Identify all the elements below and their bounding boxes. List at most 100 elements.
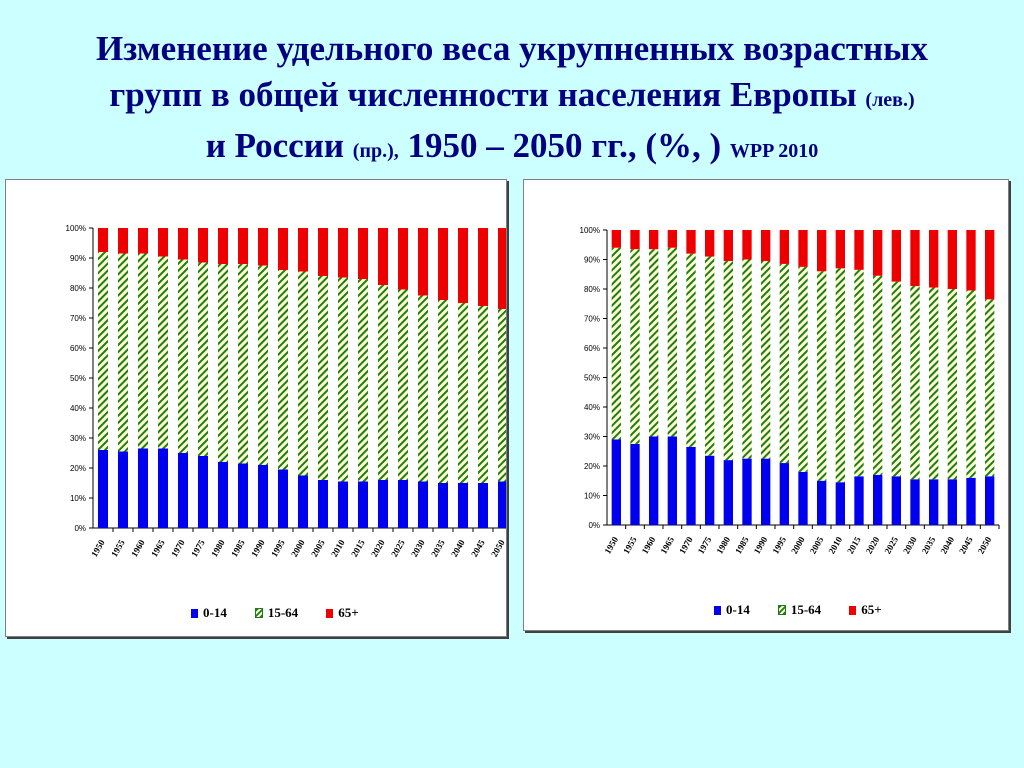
bar-segment-15-64	[835, 268, 845, 483]
bar-segment-15-64	[929, 287, 939, 480]
x-tick-label: 2010	[329, 538, 347, 559]
bar-segment-15-64	[218, 264, 228, 462]
bar-segment-0-14	[438, 483, 448, 528]
bar-segment-15-64	[358, 279, 368, 482]
x-tick-label: 1950	[89, 538, 107, 559]
y-tick-label: 50%	[584, 374, 600, 383]
y-tick-label: 50%	[70, 374, 86, 383]
bar-segment-15-64	[338, 277, 348, 482]
legend-item-15-64: 15-64	[777, 602, 821, 618]
title-russia-note: (пр.),	[352, 140, 399, 162]
europe-chart: 0% 10% 20% 30% 40% 50% 60% 70% 80% 90% 100% 1950 195…	[66, 224, 506, 559]
bar-segment-0-14	[667, 436, 677, 525]
y-tick-label: 90%	[70, 254, 86, 263]
bar-segment-15-64	[418, 295, 428, 482]
title-europe-note: (лев.)	[865, 89, 915, 111]
x-tick-label: 2010	[826, 535, 844, 556]
bar-segment-0-14	[798, 471, 808, 525]
x-tick-label: 2005	[808, 535, 826, 556]
legend-label-0-14: 0-14	[726, 602, 750, 617]
bar-segment-65-plus	[338, 228, 348, 278]
x-tick-label: 2025	[882, 535, 900, 556]
bar-segment-15-64	[723, 260, 733, 461]
x-tick-label: 2000	[789, 535, 807, 556]
bar-segment-0-14	[138, 448, 148, 528]
legend-swatch-15-64	[254, 608, 263, 618]
bar-segment-65-plus	[418, 228, 428, 296]
x-tick-label: 1975	[696, 535, 714, 556]
x-tick-label: 2040	[938, 535, 956, 556]
title-years: 1950 – 2050 гг., (%, )	[398, 126, 730, 165]
bar-segment-65-plus	[723, 230, 733, 261]
bar-segment-0-14	[298, 475, 308, 528]
bar-segment-65-plus	[378, 228, 388, 285]
bar-segment-65-plus	[138, 228, 148, 254]
bar-segment-0-14	[358, 481, 368, 528]
bar-segment-0-14	[873, 474, 883, 525]
bar-segment-15-64	[947, 289, 957, 480]
x-tick-label: 2000	[289, 538, 307, 559]
bar-segment-0-14	[817, 480, 827, 525]
bar-segment-65-plus	[779, 230, 789, 264]
bar-segment-0-14	[835, 482, 845, 525]
bar-segment-0-14	[378, 480, 388, 528]
y-tick-label: 30%	[584, 433, 600, 442]
x-tick-label: 1955	[621, 535, 639, 556]
x-tick-label: 1975	[189, 538, 207, 559]
bar-segment-15-64	[630, 249, 640, 444]
legend-swatch-0-14	[191, 608, 198, 618]
x-tick-label: 1985	[229, 538, 247, 559]
bar-segment-15-64	[649, 249, 659, 437]
russia-chart-panel: 0% 10% 20% 30% 40% 50% 60% 70% 80% 90% 100% 1950 195…	[523, 179, 1009, 631]
bar-segment-15-64	[817, 271, 827, 481]
bar-segment-65-plus	[158, 228, 168, 257]
bar-segment-65-plus	[611, 230, 621, 248]
y-tick-label: 10%	[584, 492, 600, 501]
bar-segment-65-plus	[705, 230, 715, 257]
y-tick-label: 40%	[584, 403, 600, 412]
bar-segment-65-plus	[438, 228, 448, 300]
x-tick-label: 1960	[640, 535, 658, 556]
bar-segment-0-14	[686, 446, 696, 525]
bar-segment-65-plus	[985, 230, 995, 300]
x-tick-label: 2015	[845, 535, 863, 556]
bar-segment-15-64	[742, 259, 752, 459]
x-tick-label: 2035	[920, 535, 938, 556]
bar-segment-65-plus	[178, 228, 188, 260]
europe-legend: 0-14 15-64 65+	[191, 605, 359, 621]
bar-segment-0-14	[966, 477, 976, 525]
bar-segment-0-14	[742, 458, 752, 525]
x-tick-label: 1970	[169, 538, 187, 559]
bar-segment-15-64	[378, 285, 388, 480]
bar-segment-0-14	[649, 436, 659, 525]
bar-segment-0-14	[258, 465, 268, 528]
legend-item-65-plus: 65+	[849, 602, 882, 618]
bar-segment-0-14	[611, 439, 621, 525]
bar-segment-65-plus	[238, 228, 248, 264]
y-tick-label: 20%	[70, 464, 86, 473]
legend-label-65-plus: 65+	[338, 605, 359, 620]
europe-chart-panel: 0% 10% 20% 30% 40% 50% 60% 70% 80% 90% 100% 1950 195…	[5, 179, 507, 637]
x-tick-label: 1990	[249, 538, 267, 559]
bar-segment-15-64	[458, 303, 468, 483]
bar-segment-0-14	[947, 479, 957, 525]
legend-swatch-65-plus	[849, 605, 857, 615]
x-tick-label: 2045	[957, 535, 975, 556]
bar-segment-0-14	[278, 469, 288, 528]
x-tick-label: 1950	[602, 535, 620, 556]
x-tick-label: 1995	[269, 538, 287, 559]
x-tick-label: 2025	[389, 538, 407, 559]
y-tick-label: 0%	[74, 524, 86, 533]
bar-segment-65-plus	[98, 228, 108, 252]
russia-legend: 0-14 15-64 65+	[714, 602, 882, 618]
bar-segment-65-plus	[630, 230, 640, 250]
bar-segment-0-14	[723, 460, 733, 525]
title-line-2: групп в общей численности населения Евро…	[109, 75, 866, 114]
bar-segment-15-64	[98, 252, 108, 450]
bar-segment-15-64	[985, 299, 995, 477]
bar-segment-15-64	[198, 262, 208, 456]
x-tick-label: 2050	[489, 538, 506, 559]
bar-segment-0-14	[779, 463, 789, 525]
bar-segment-15-64	[686, 253, 696, 447]
bar-segment-0-14	[98, 450, 108, 528]
